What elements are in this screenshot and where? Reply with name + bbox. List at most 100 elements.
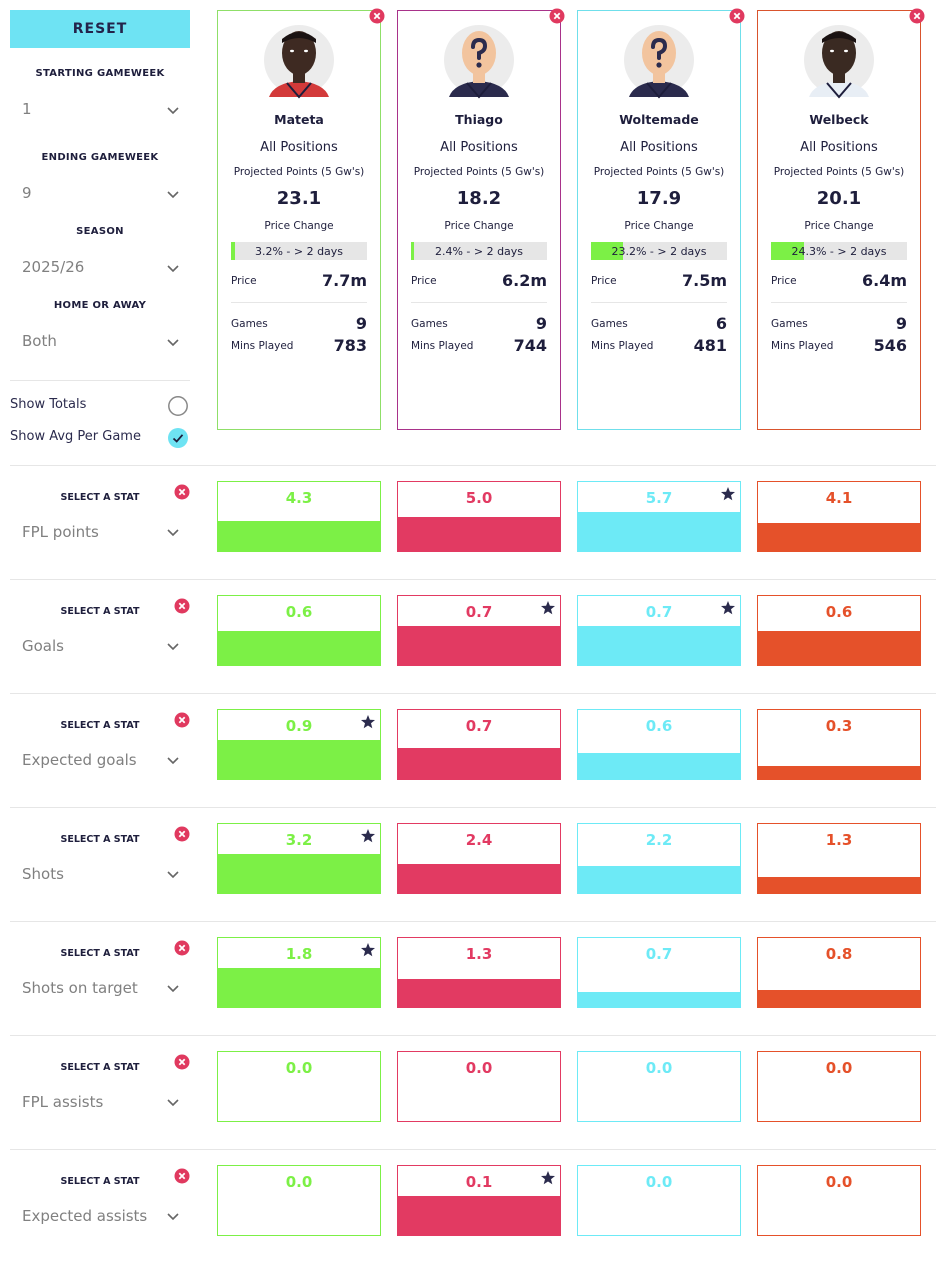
dropdown-chevron[interactable] <box>167 529 179 537</box>
filter-label: HOME OR AWAY <box>53 300 147 311</box>
stat-value: 0.6 <box>825 603 853 621</box>
stat-value: 0.0 <box>465 1059 493 1077</box>
filter-value[interactable]: 2025/26 <box>22 258 85 276</box>
remove-button[interactable] <box>909 8 925 24</box>
dropdown-chevron[interactable] <box>167 643 179 651</box>
stat-box <box>397 1051 561 1122</box>
price-change-fill <box>231 242 236 260</box>
dropdown-chevron[interactable] <box>167 985 179 993</box>
mins-value: 481 <box>693 335 727 355</box>
remove-button[interactable] <box>174 598 190 614</box>
divider <box>771 302 907 303</box>
remove-button[interactable] <box>369 8 385 24</box>
games-value: 9 <box>895 313 907 333</box>
stat-box <box>757 1051 921 1122</box>
stat-box <box>757 1165 921 1236</box>
stat-box <box>577 823 741 894</box>
stat-value: 0.0 <box>285 1173 313 1191</box>
stat-bar <box>398 978 560 1007</box>
projected-label: Projected Points (5 Gw's) <box>773 166 905 178</box>
player-name: Mateta <box>274 112 324 127</box>
stat-select[interactable]: Expected goals <box>22 751 137 769</box>
price-change-track <box>591 242 727 260</box>
reset-button[interactable]: RESET <box>10 10 190 48</box>
stat-box <box>397 481 561 552</box>
player-avatar <box>264 25 334 99</box>
dropdown-chevron[interactable] <box>167 107 179 115</box>
stat-bar <box>758 877 920 893</box>
filter-label: STARTING GAMEWEEK <box>35 68 165 79</box>
remove-button[interactable] <box>174 484 190 500</box>
select-stat-label: SELECT A STAT <box>60 606 140 617</box>
filter-value[interactable]: Both <box>22 332 57 350</box>
stat-select[interactable]: Shots on target <box>22 979 138 997</box>
dropdown-chevron[interactable] <box>167 871 179 879</box>
stat-box <box>757 823 921 894</box>
remove-button[interactable] <box>174 940 190 956</box>
stat-value: 0.7 <box>645 945 673 963</box>
toggle-checked[interactable] <box>168 428 188 448</box>
stat-select[interactable]: FPL assists <box>22 1093 104 1111</box>
stat-select[interactable]: Shots <box>22 865 64 883</box>
price-label: Price <box>411 275 437 287</box>
projected-value: 18.2 <box>456 188 502 209</box>
divider <box>411 302 547 303</box>
price-change-fill <box>771 242 805 260</box>
stat-bar <box>218 853 380 893</box>
row-divider <box>10 579 936 580</box>
dropdown-chevron[interactable] <box>167 1099 179 1107</box>
price-label: Price <box>771 275 797 287</box>
price-change-fill <box>591 242 623 260</box>
dropdown-chevron[interactable] <box>167 339 179 347</box>
price-label: Price <box>231 275 257 287</box>
stat-value: 0.7 <box>645 603 673 621</box>
remove-button[interactable] <box>174 1054 190 1070</box>
stat-value: 0.8 <box>825 945 853 963</box>
stat-value: 0.9 <box>285 717 313 735</box>
remove-button[interactable] <box>174 826 190 842</box>
stat-bar <box>758 522 920 551</box>
player-avatar <box>624 25 694 99</box>
best-star <box>361 829 375 843</box>
dropdown-chevron[interactable] <box>167 191 179 199</box>
dropdown-chevron[interactable] <box>167 1213 179 1221</box>
row-divider <box>10 807 936 808</box>
filter-value[interactable]: 9 <box>22 184 32 202</box>
dropdown-chevron[interactable] <box>167 757 179 765</box>
remove-button[interactable] <box>174 712 190 728</box>
price-change-label: Price Change <box>804 220 874 232</box>
price-value: 7.5m <box>681 270 727 290</box>
best-star <box>721 601 735 615</box>
stat-bar <box>578 625 740 665</box>
filter-value[interactable]: 1 <box>22 100 32 118</box>
price-change-text: 23.2% - > 2 days <box>611 245 707 258</box>
toggle-unchecked[interactable] <box>168 396 188 416</box>
remove-button[interactable] <box>174 1168 190 1184</box>
remove-button[interactable] <box>729 8 745 24</box>
stat-bar <box>218 631 380 665</box>
stat-select[interactable]: FPL points <box>22 523 99 541</box>
best-star <box>361 943 375 957</box>
dropdown-chevron[interactable] <box>167 265 179 273</box>
player-name: Welbeck <box>809 112 869 127</box>
stat-box <box>577 595 741 666</box>
stat-box <box>397 937 561 1008</box>
stat-value: 0.1 <box>465 1173 493 1191</box>
stat-bar <box>578 865 740 893</box>
stat-bar <box>398 625 560 665</box>
stat-bar <box>218 521 380 551</box>
stat-select[interactable]: Expected assists <box>22 1207 148 1225</box>
games-value: 6 <box>715 313 727 333</box>
stat-select[interactable]: Goals <box>22 637 64 655</box>
stat-bar <box>398 1195 560 1235</box>
player-card <box>757 10 921 430</box>
games-value: 9 <box>355 313 367 333</box>
stat-bar <box>398 748 560 779</box>
remove-button[interactable] <box>549 8 565 24</box>
projected-value: 17.9 <box>636 188 682 209</box>
row-divider <box>10 1035 936 1036</box>
price-change-fill <box>411 242 415 260</box>
mins-label: Mins Played <box>411 340 474 352</box>
stat-value: 0.3 <box>825 717 853 735</box>
mins-label: Mins Played <box>231 340 294 352</box>
